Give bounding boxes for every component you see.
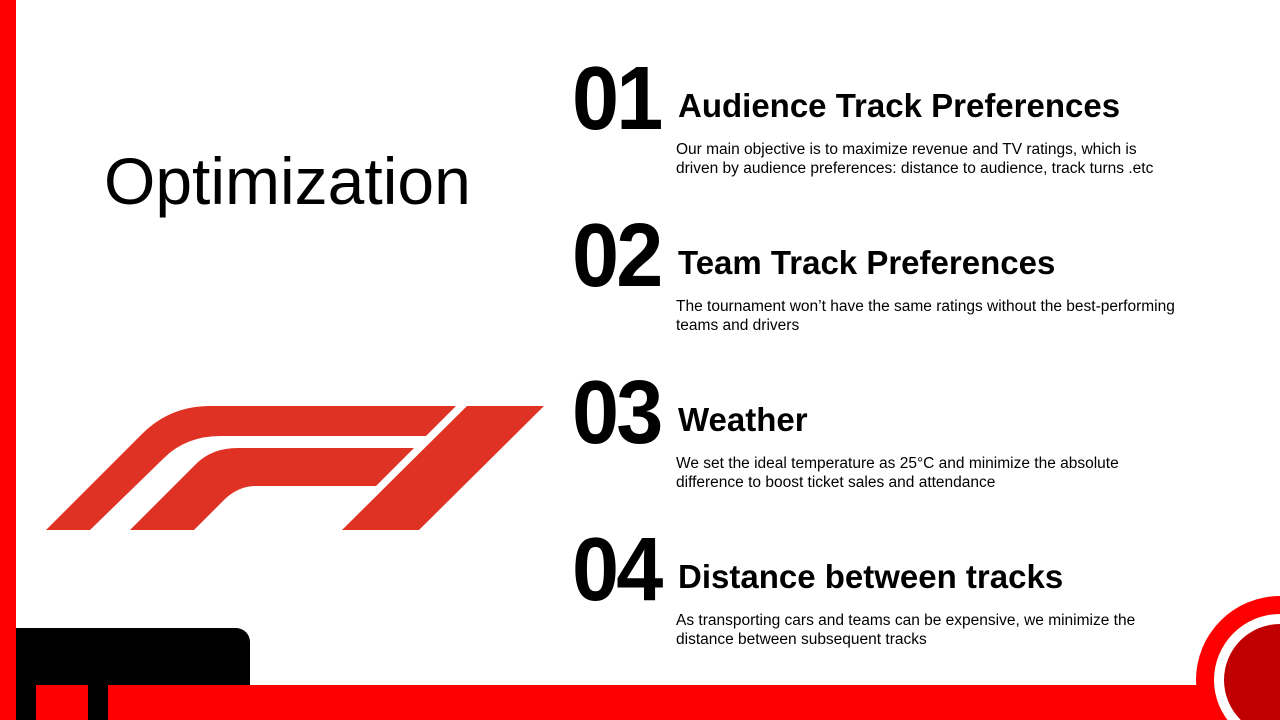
item-body: The tournament won’t have the same ratin… (676, 298, 1175, 334)
item-team-preferences: 02 Team Track Preferences The tournament… (572, 211, 1212, 361)
f1-logo (46, 406, 544, 530)
item-body: We set the ideal temperature as 25°C and… (676, 455, 1119, 491)
slide-title: Optimization (104, 144, 471, 218)
item-heading: Weather (678, 401, 808, 438)
item-number: 01 (572, 49, 663, 149)
bottom-red-block-small (36, 685, 88, 720)
item-body: Our main objective is to maximize revenu… (676, 141, 1154, 177)
item-number: 03 (572, 363, 663, 463)
corner-circle-decoration (1196, 596, 1280, 720)
left-accent-bar (0, 0, 16, 720)
item-number: 04 (572, 520, 663, 620)
item-heading: Distance between tracks (678, 558, 1064, 595)
item-number: 02 (572, 206, 663, 306)
item-weather: 03 Weather We set the ideal temperature … (572, 368, 1212, 518)
item-body: As transporting cars and teams can be ex… (676, 612, 1136, 648)
item-heading: Audience Track Preferences (678, 87, 1121, 124)
item-distance: 04 Distance between tracks As transporti… (572, 525, 1212, 675)
item-audience-preferences: 01 Audience Track Preferences Our main o… (572, 54, 1212, 204)
item-heading: Team Track Preferences (678, 244, 1056, 281)
bottom-red-bar (108, 685, 1280, 720)
